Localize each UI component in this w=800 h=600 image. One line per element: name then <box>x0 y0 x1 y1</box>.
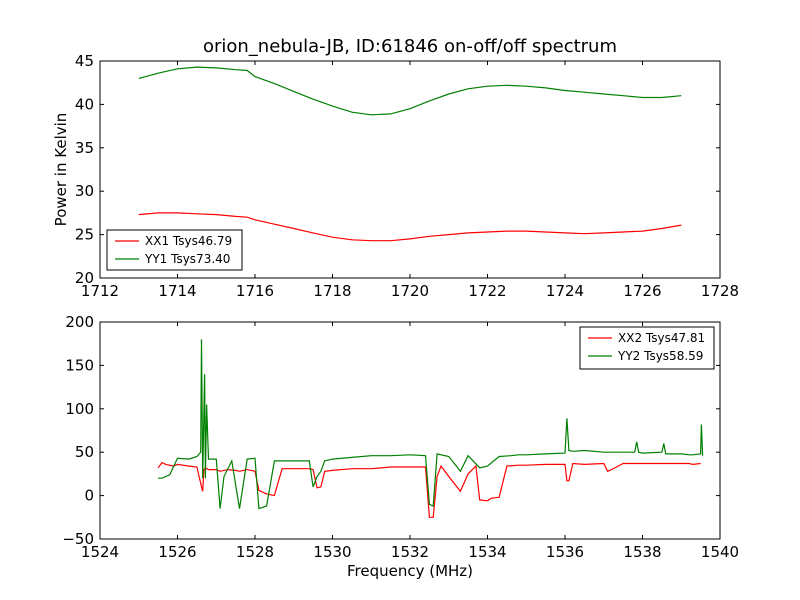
legend-label: YY2 Tsys58.59 <box>617 349 703 363</box>
y-tick-label: 25 <box>75 226 94 244</box>
x-tick-label: 1534 <box>468 543 506 561</box>
y-tick-label: −50 <box>62 530 94 548</box>
x-tick-label: 1722 <box>468 282 506 300</box>
series-line-2 <box>158 339 704 510</box>
y-tick-label: 0 <box>84 487 94 505</box>
series-line-1 <box>138 212 682 242</box>
legend-label: YY1 Tsys73.40 <box>144 252 230 266</box>
legend-label: XX2 Tsys47.81 <box>618 331 705 345</box>
x-tick-label: 1712 <box>81 282 119 300</box>
y-tick-label: 40 <box>75 95 94 113</box>
x-tick-label: 1720 <box>391 282 429 300</box>
y-tick-label: 150 <box>65 356 94 374</box>
legend-box <box>106 229 243 271</box>
x-axis-label: Frequency (MHz) <box>347 562 473 580</box>
x-tick-label: 1724 <box>546 282 584 300</box>
x-tick-label: 1524 <box>81 543 119 561</box>
legend-label: XX1 Tsys46.79 <box>145 234 232 248</box>
bottom-chart-panel: 1524 1526 1528 1530 1532 1534 1536 1538 1540 −50 0… <box>62 313 739 580</box>
x-tick-label: 1714 <box>158 282 196 300</box>
x-tick-label: 1528 <box>236 543 274 561</box>
y-axis-label: Power in Kelvin <box>52 113 70 227</box>
top-chart-panel: 1712 1714 1716 1718 1720 1722 1724 1726 1728 20 25… <box>52 36 739 300</box>
y-tick-label: 50 <box>75 443 94 461</box>
x-tick-label: 1536 <box>546 543 584 561</box>
x-tick-label: 1728 <box>701 282 739 300</box>
y-tick-label: 100 <box>65 400 94 418</box>
x-tick-label: 1726 <box>623 282 661 300</box>
y-tick-label: 20 <box>75 269 94 287</box>
y-tick-label: 45 <box>75 52 94 70</box>
x-tick-label: 1530 <box>313 543 351 561</box>
legend: XX1 Tsys46.79 YY1 Tsys73.40 <box>106 229 243 271</box>
x-tick-label: 1532 <box>391 543 429 561</box>
x-tick-label: 1718 <box>313 282 351 300</box>
x-tick-label: 1538 <box>623 543 661 561</box>
y-tick-label: 200 <box>65 313 94 331</box>
series-line-1 <box>157 461 701 518</box>
chart-title: orion_nebula-JB, ID:61846 on-off/off spe… <box>203 36 617 57</box>
y-tick-label: 35 <box>75 139 94 157</box>
y-tick-label: 30 <box>75 182 94 200</box>
series-line-2 <box>138 66 682 116</box>
x-tick-label: 1716 <box>236 282 274 300</box>
x-tick-label: 1540 <box>701 543 739 561</box>
legend-box <box>579 326 715 370</box>
legend: XX2 Tsys47.81 YY2 Tsys58.59 <box>579 326 715 370</box>
x-tick-label: 1526 <box>158 543 196 561</box>
